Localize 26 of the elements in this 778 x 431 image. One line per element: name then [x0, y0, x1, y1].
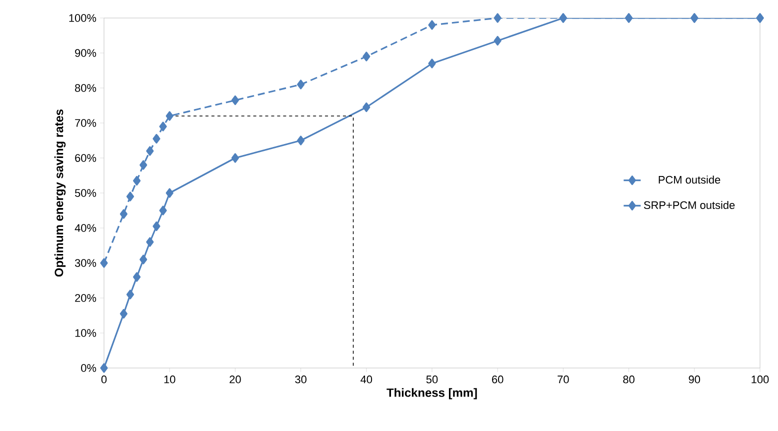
x-tick-label: 80	[623, 376, 634, 384]
x-tick-label: 90	[688, 376, 700, 384]
y-tick-label: 60%	[75, 154, 96, 162]
x-tick-label: 40	[360, 376, 372, 384]
x-tick-label: 20	[230, 376, 241, 384]
x-tick-label: 60	[492, 376, 504, 384]
y-tick-label: 10%	[75, 329, 96, 337]
y-tick-label: 20%	[75, 294, 96, 302]
y-tick-label: 0%	[81, 364, 96, 372]
x-tick-label: 50	[426, 376, 438, 384]
x-axis-title: Thickness [mm]	[386, 388, 477, 400]
x-tick-label: 30	[295, 376, 306, 384]
y-axis-title: Optimum energy saving rates	[54, 109, 66, 277]
x-tick-label: 0	[101, 376, 107, 384]
x-tick-label: 10	[164, 376, 176, 384]
y-tick-label: 90%	[75, 49, 96, 57]
y-tick-label: 50%	[74, 189, 96, 197]
legend-label: PCM outside	[658, 176, 720, 184]
y-tick-label: 70%	[75, 119, 96, 127]
x-tick-label: 70	[558, 376, 569, 384]
y-tick-label: 30%	[74, 259, 96, 267]
legend-label: SRP+PCM outside	[644, 200, 735, 210]
y-tick-label: 100%	[69, 14, 96, 22]
y-tick-label: 40%	[74, 224, 96, 232]
x-tick-label: 100	[752, 376, 769, 384]
y-tick-label: 80%	[75, 84, 96, 92]
